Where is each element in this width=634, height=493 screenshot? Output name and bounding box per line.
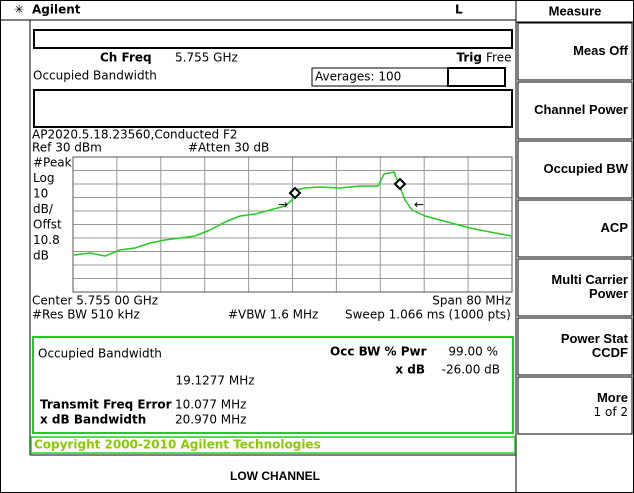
atten: #Atten 30 dB xyxy=(188,141,269,155)
file: AP2020.5.18.23560,Conducted F2 xyxy=(32,128,238,142)
softkey-label: ACP xyxy=(601,220,629,235)
scale-label: 10 xyxy=(33,187,48,201)
ch-freq: 5.755 GHz xyxy=(175,51,238,65)
measurement: Occupied Bandwidth xyxy=(33,69,157,83)
softkey[interactable] xyxy=(517,376,633,435)
indicator: L xyxy=(455,3,463,17)
scale-label: 10.8 xyxy=(33,233,60,247)
tfe-label: Transmit Freq Error xyxy=(40,398,172,412)
averages: Averages: 100 xyxy=(315,70,401,84)
message-box xyxy=(33,89,513,128)
softkey-label: More xyxy=(597,390,628,405)
ch-freq-label: Ch Freq xyxy=(100,51,152,65)
marker xyxy=(393,177,407,191)
trig-label: Trig xyxy=(457,51,483,65)
softkey[interactable] xyxy=(517,140,633,199)
xbw-label: x dB Bandwidth xyxy=(40,413,146,427)
tfe-value: 10.077 MHz xyxy=(175,398,246,412)
softkey[interactable] xyxy=(517,81,633,140)
softkey[interactable] xyxy=(517,317,633,376)
softkey-label: Power xyxy=(589,286,628,301)
results-box xyxy=(32,336,514,434)
vbw: #VBW 1.6 MHz xyxy=(228,308,318,322)
scale-label: Offst xyxy=(33,218,62,232)
softkey[interactable] xyxy=(517,22,633,81)
graticule xyxy=(72,156,513,293)
softkey-label: Power Stat xyxy=(561,331,629,346)
marker xyxy=(288,186,302,200)
xdb-value: -26.00 dB xyxy=(442,363,500,377)
ref: Ref 30 dBm xyxy=(32,141,102,155)
res-bw: #Res BW 510 kHz xyxy=(32,308,140,322)
marker-arrow: → xyxy=(278,198,288,212)
scale-label: Log xyxy=(33,171,54,185)
logo: ✳ xyxy=(14,3,24,17)
softkey-label: Multi Carrier xyxy=(551,272,628,287)
sweep: Sweep 1.066 ms (1000 pts) xyxy=(345,308,511,322)
softkey-label: Occupied BW xyxy=(543,161,628,176)
averages-bar xyxy=(447,67,506,87)
softkey-label: 1 of 2 xyxy=(594,405,628,419)
status-box xyxy=(30,436,516,454)
caption: LOW CHANNEL xyxy=(230,469,320,483)
xbw-value: 20.970 MHz xyxy=(175,413,246,427)
softkey-label: Meas Off xyxy=(573,43,629,58)
softkey[interactable] xyxy=(517,199,633,258)
trig: Free xyxy=(486,51,511,65)
occ-value: 99.00 % xyxy=(448,345,498,359)
scale-label: #Peak xyxy=(33,156,72,170)
scale-label: dB xyxy=(33,249,49,263)
center: Center 5.755 00 GHz xyxy=(32,294,158,308)
softkey[interactable] xyxy=(517,258,633,317)
softkey-label: Channel Power xyxy=(534,102,628,117)
scale-label: dB/ xyxy=(33,202,54,216)
occ-label: Occ BW % Pwr xyxy=(330,345,427,359)
brand: Agilent xyxy=(32,3,81,17)
results-value: 19.1277 MHz xyxy=(175,374,254,388)
marker-arrow: ← xyxy=(414,198,424,212)
status: Copyright 2000-2010 Agilent Technologies xyxy=(34,438,321,452)
span: Span 80 MHz xyxy=(432,294,511,308)
graticule-border xyxy=(72,156,513,293)
softkey-label: CCDF xyxy=(592,345,628,360)
xdb-label: x dB xyxy=(395,363,425,377)
results-title: Occupied Bandwidth xyxy=(38,347,162,361)
top-box xyxy=(33,29,513,49)
softkey-title: Measure xyxy=(549,3,602,18)
